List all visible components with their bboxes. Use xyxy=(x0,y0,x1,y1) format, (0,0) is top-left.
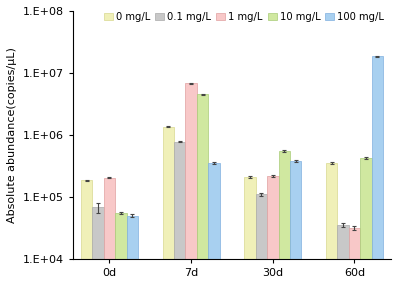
Bar xyxy=(326,163,337,285)
Bar xyxy=(267,176,278,285)
Bar xyxy=(92,207,104,285)
Bar xyxy=(349,228,360,285)
Bar xyxy=(104,178,115,285)
Bar xyxy=(360,158,372,285)
Bar xyxy=(208,163,220,285)
Legend: 0 mg/L, 0.1 mg/L, 1 mg/L, 10 mg/L, 100 mg/L: 0 mg/L, 0.1 mg/L, 1 mg/L, 10 mg/L, 100 m… xyxy=(103,11,385,23)
Bar xyxy=(197,94,208,285)
Bar xyxy=(115,213,126,285)
Y-axis label: Absolute abundance(copies/μL): Absolute abundance(copies/μL) xyxy=(7,47,17,223)
Bar xyxy=(290,161,301,285)
Bar xyxy=(162,127,174,285)
Bar xyxy=(372,56,383,285)
Bar xyxy=(81,180,92,285)
Bar xyxy=(244,177,256,285)
Bar xyxy=(174,142,185,285)
Bar xyxy=(337,225,349,285)
Bar xyxy=(256,194,267,285)
Bar xyxy=(278,151,290,285)
Bar xyxy=(126,216,138,285)
Bar xyxy=(185,83,197,285)
